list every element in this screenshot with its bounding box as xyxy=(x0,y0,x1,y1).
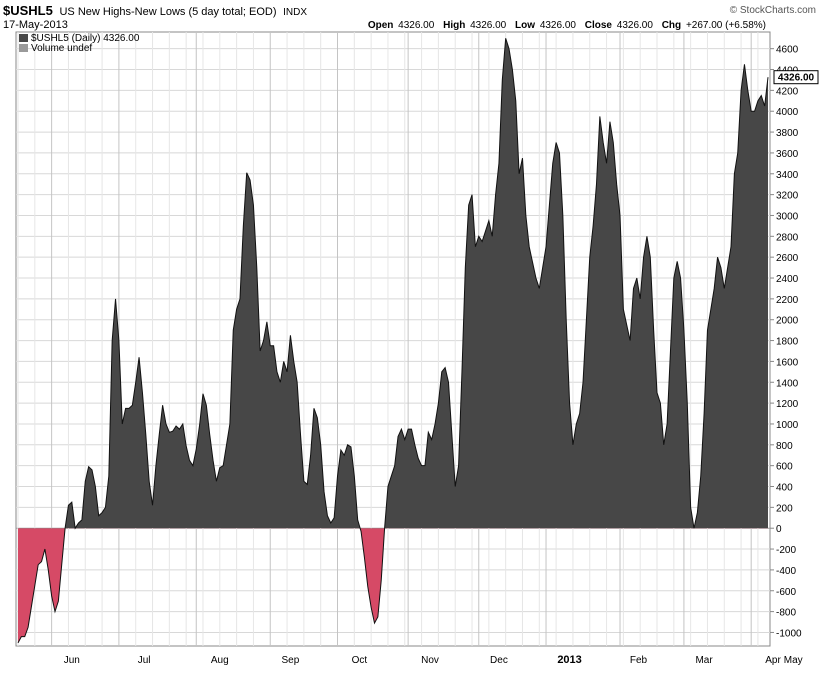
high-label: High xyxy=(443,20,465,31)
x-tick-label: 2013 xyxy=(557,654,581,666)
chg-label: Chg xyxy=(662,20,681,31)
ohlc-readout: Open 4326.00 High 4326.00 Low 4326.00 Cl… xyxy=(368,20,766,31)
y-tick-label: 600 xyxy=(776,462,793,473)
y-tick-label: 3600 xyxy=(776,149,799,160)
last-value-box xyxy=(773,70,819,85)
x-tick-label: Mar xyxy=(695,655,713,666)
area-negative xyxy=(18,528,385,643)
y-tick-label: 0 xyxy=(776,524,782,535)
y-tick-label: 200 xyxy=(776,503,793,514)
chart-description: US New Highs-New Lows (5 day total; EOD) xyxy=(59,6,276,18)
chart-date: 17-May-2013 xyxy=(3,19,68,31)
axis-layer: -1000 -800 -600 -400 -200 0 200 400 600 800 1000 12… xyxy=(64,45,803,666)
legend-swatch-series xyxy=(19,34,28,42)
y-tick-label: 4200 xyxy=(776,86,799,97)
y-tick-label: 4600 xyxy=(776,45,799,56)
legend: $USHL5 (Daily) 4326.00 Volume undef xyxy=(19,33,140,54)
x-tick-label: Oct xyxy=(352,655,368,666)
close-label: Close xyxy=(585,20,613,31)
y-tick-label: -1000 xyxy=(776,628,802,639)
x-tick-label: Nov xyxy=(421,655,439,666)
y-tick-label: 400 xyxy=(776,483,793,494)
y-tick-label: 1800 xyxy=(776,337,799,348)
low-label: Low xyxy=(515,20,535,31)
y-tick-label: 1400 xyxy=(776,378,799,389)
x-tick-label: Sep xyxy=(282,655,300,666)
open-value: 4326.00 xyxy=(398,20,435,31)
legend-volume-label: Volume undef xyxy=(31,43,92,54)
chart-symbol: $USHL5 xyxy=(3,3,53,18)
high-value: 4326.00 xyxy=(470,20,507,31)
legend-series-label: $USHL5 (Daily) 4326.00 xyxy=(31,33,140,44)
y-tick-label: 3000 xyxy=(776,211,799,222)
x-tick-label: Apr xyxy=(765,655,781,666)
watermark: © StockCharts.com xyxy=(730,5,816,16)
y-tick-label: -200 xyxy=(776,545,796,556)
y-tick-label: 4000 xyxy=(776,107,799,118)
y-tick-label: 2000 xyxy=(776,316,799,327)
last-value-tag: 4326.00 xyxy=(773,70,819,85)
x-tick-label: Jun xyxy=(64,655,80,666)
y-tick-label: 1600 xyxy=(776,357,799,368)
y-tick-label: 800 xyxy=(776,441,793,452)
x-tick-label: Dec xyxy=(490,655,508,666)
y-tick-label: 3800 xyxy=(776,128,799,139)
x-tick-label: Feb xyxy=(630,655,648,666)
y-tick-label: -600 xyxy=(776,587,796,598)
y-tick-label: -800 xyxy=(776,608,796,619)
y-tick-label: 1200 xyxy=(776,399,799,410)
y-tick-label: 2600 xyxy=(776,253,799,264)
x-tick-label: Jul xyxy=(138,655,151,666)
legend-swatch-volume xyxy=(19,44,28,52)
svg-text:$USHL5 US New Highs-New: $USHL5 US New Highs-New Lows (5 day tota… xyxy=(3,3,307,18)
chg-value: +267.00 (+6.58%) xyxy=(686,20,766,31)
y-tick-label: 3400 xyxy=(776,170,799,181)
y-tick-label: 1000 xyxy=(776,420,799,431)
low-value: 4326.00 xyxy=(540,20,577,31)
open-label: Open xyxy=(368,20,394,31)
area-layer xyxy=(17,38,769,644)
chart-exchange: INDX xyxy=(283,7,307,18)
last-value-text: 4326.00 xyxy=(778,73,815,84)
x-tick-label: May xyxy=(784,655,803,666)
y-tick-label: -400 xyxy=(776,566,796,577)
close-value: 4326.00 xyxy=(617,20,654,31)
y-tick-label: 2200 xyxy=(776,295,799,306)
x-tick-label: Aug xyxy=(211,655,229,666)
y-tick-label: 2400 xyxy=(776,274,799,285)
series-line xyxy=(17,38,769,644)
y-tick-label: 2800 xyxy=(776,232,799,243)
y-tick-label: 3200 xyxy=(776,191,799,202)
